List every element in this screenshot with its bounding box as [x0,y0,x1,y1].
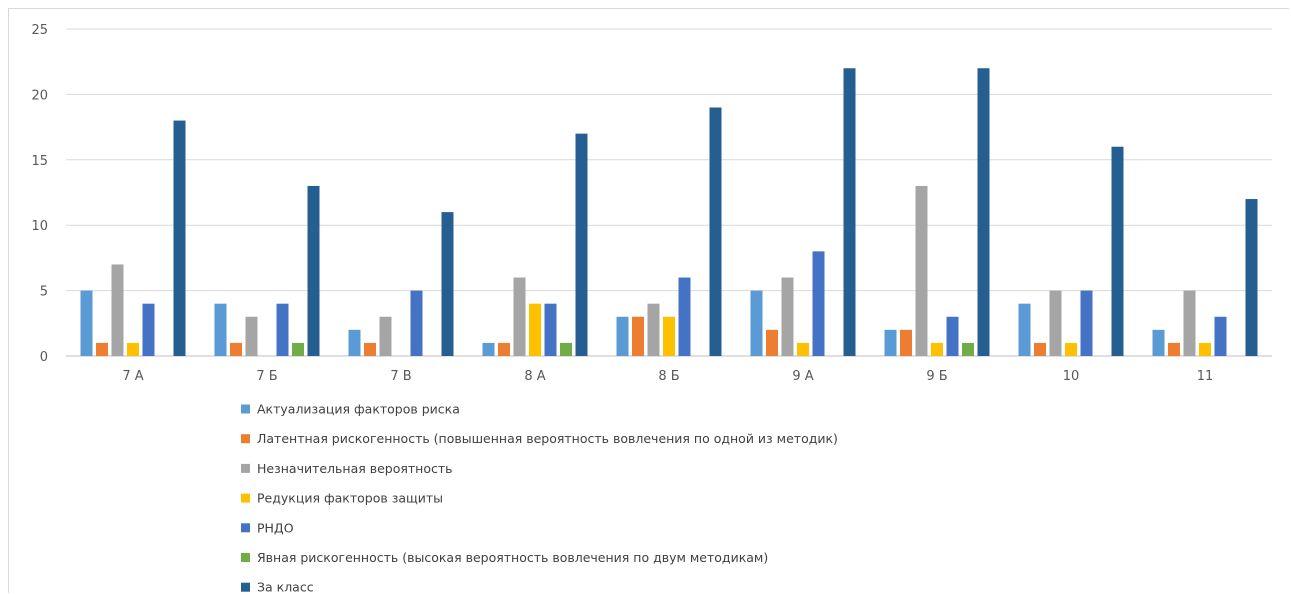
legend-label: Латентная рискогенность (повышенная веро… [257,431,838,446]
bar [1152,329,1165,356]
bar [142,303,155,356]
bars [80,68,1258,357]
x-tick-label: 9 Б [926,369,947,384]
bar [632,316,644,356]
bar [1065,342,1077,356]
bar [1168,342,1180,356]
x-tick-label: 7 Б [256,369,277,384]
bar [441,212,454,356]
bar [364,342,376,356]
bar [1111,146,1124,356]
bar [214,303,227,356]
x-tick-label: 10 [1063,369,1080,384]
bar [1199,342,1211,356]
x-tick-label: 7 А [122,369,143,384]
bar [1183,290,1196,356]
legend: Актуализация факторов риска Латентная рис… [241,402,838,595]
bar [230,342,242,356]
x-tick-label: 7 В [390,369,411,384]
x-axis: 7 А 7 Б 7 В 8 А 8 Б 9 А 9 Б 10 11 [122,369,1213,384]
bar [812,251,825,356]
x-tick-label: 8 А [524,369,545,384]
legend-label: Актуализация факторов риска [257,402,460,417]
bar [498,342,510,356]
bar [678,277,691,356]
legend-label: РНДО [257,520,294,535]
legend-swatch [241,582,250,592]
bar [1245,199,1258,356]
bar [379,316,392,356]
bar [750,290,763,356]
bar [647,303,660,356]
y-tick-label: 20 [31,88,48,103]
bar [663,316,675,356]
bar [307,185,320,356]
bar [173,120,186,356]
bar [884,329,897,356]
bar [127,342,139,356]
legend-label: За класс [257,580,314,595]
bar [616,316,629,356]
bar [1214,316,1227,356]
y-tick-label: 25 [31,23,48,38]
y-tick-label: 5 [40,285,48,300]
bar [575,133,588,356]
bar [781,277,794,356]
bar [1049,290,1062,356]
bar [1018,303,1031,356]
bar [962,342,974,356]
legend-swatch [241,404,250,414]
legend-item: Актуализация факторов риска [241,402,460,417]
bar [292,342,304,356]
x-tick-label: 8 Б [658,369,679,384]
bar [529,303,541,356]
bar [544,303,557,356]
legend-label: Редукция факторов защиты [257,491,443,506]
bar [513,277,526,356]
legend-item: Незначительная вероятность [241,461,453,476]
bar [797,342,809,356]
bar [560,342,572,356]
bar [766,329,778,356]
legend-item: Явная рискогенность (высокая вероятность… [241,550,768,565]
legend-swatch [241,553,250,562]
bar [482,342,495,356]
bar [900,329,912,356]
legend-item: Редукция факторов защиты [241,491,443,506]
legend-item: РНДО [241,520,294,535]
legend-label: Явная рискогенность (высокая вероятность… [257,550,768,565]
bar [977,68,990,357]
bar [96,342,108,356]
bar [245,316,258,356]
legend-swatch [241,523,250,533]
bar [348,329,361,356]
bar [709,107,722,356]
legend-item: Латентная рискогенность (повышенная веро… [241,431,838,446]
y-tick-label: 10 [31,219,48,234]
legend-swatch [241,434,250,444]
bar [111,264,124,356]
bar [276,303,289,356]
bar [1080,290,1093,356]
bar [946,316,959,356]
bar [80,290,93,356]
bar [410,290,423,356]
x-tick-label: 9 А [792,369,813,384]
legend-item: За класс [241,580,314,595]
bar [843,68,856,357]
y-axis: 0 5 10 15 20 25 [31,23,48,365]
x-tick-label: 11 [1197,369,1214,384]
legend-label: Незначительная вероятность [257,461,453,476]
y-tick-label: 0 [40,350,48,365]
chart-frame [8,8,1289,593]
legend-swatch [241,493,250,503]
bar [931,342,943,356]
y-tick-label: 15 [31,154,48,169]
bar [1034,342,1046,356]
legend-swatch [241,463,250,473]
bar [915,185,928,356]
